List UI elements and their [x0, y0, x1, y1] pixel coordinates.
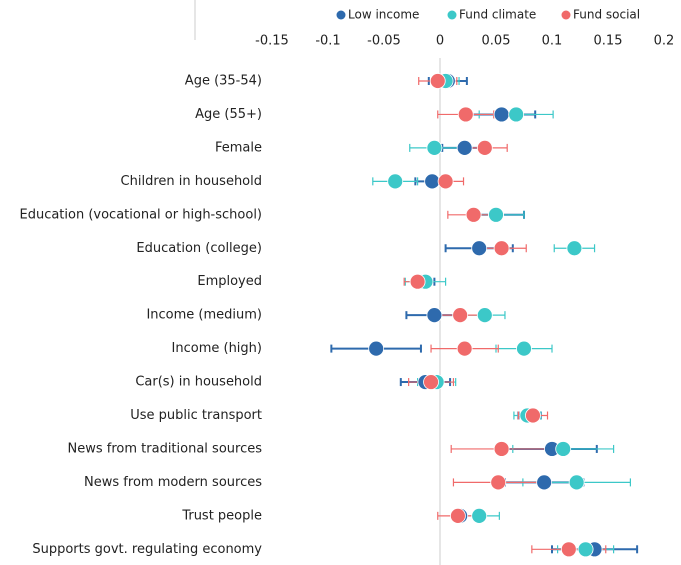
category-label: News from traditional sources — [68, 441, 263, 456]
legend-label: Fund social — [573, 8, 640, 22]
dot — [566, 240, 583, 257]
x-tick-label: -0.15 — [255, 34, 289, 49]
x-tick-label: -0.05 — [367, 34, 401, 49]
dot — [456, 139, 473, 156]
category-label: Trust people — [181, 508, 262, 523]
category-label: Employed — [197, 274, 262, 289]
category-label: Income (medium) — [146, 308, 262, 323]
category-label: Education (vocational or high-school) — [19, 207, 262, 222]
category-label: Income (high) — [172, 341, 262, 356]
category-label: Use public transport — [130, 408, 262, 423]
x-tick-label: 0.2 — [654, 34, 675, 49]
dot — [429, 73, 446, 89]
dot — [471, 507, 488, 524]
x-tick-label: 0.15 — [594, 34, 623, 49]
dot — [426, 139, 443, 156]
dot — [426, 307, 443, 324]
dot — [465, 206, 482, 223]
category-label: Age (35-54) — [185, 74, 262, 89]
dot — [452, 307, 469, 324]
legend-label: Low income — [348, 8, 419, 22]
dot — [577, 541, 594, 558]
category-label: Female — [215, 140, 262, 155]
dot — [490, 474, 507, 491]
x-tick-label: 0.1 — [542, 34, 563, 49]
legend-marker — [561, 10, 571, 20]
dot — [457, 106, 474, 123]
dot — [493, 106, 510, 123]
legend-label: Fund climate — [459, 8, 536, 22]
dot — [493, 441, 510, 457]
dot — [516, 340, 532, 357]
dot — [476, 139, 493, 156]
dot — [437, 173, 454, 190]
dot — [456, 340, 473, 357]
dot — [493, 240, 510, 257]
dot — [488, 206, 504, 223]
legend-marker — [336, 10, 346, 20]
legend-marker — [447, 10, 457, 20]
dot — [409, 273, 426, 290]
x-tick-label: -0.1 — [315, 34, 340, 49]
x-tick-label: 0 — [436, 34, 444, 49]
dot — [387, 173, 404, 190]
dot — [525, 407, 541, 424]
dot — [471, 240, 488, 257]
dot — [450, 507, 466, 524]
dot — [476, 307, 493, 324]
dot — [568, 474, 585, 491]
dot — [555, 441, 572, 457]
category-label: News from modern sources — [84, 475, 262, 490]
dot — [508, 106, 525, 123]
category-label: Children in household — [121, 174, 262, 189]
dot — [536, 474, 553, 491]
category-label: Supports govt. regulating economy — [32, 542, 262, 557]
category-label: Age (55+) — [195, 107, 262, 122]
category-label: Education (college) — [136, 241, 262, 256]
x-tick-label: 0.05 — [482, 34, 511, 49]
dot — [424, 173, 441, 190]
category-label: Car(s) in household — [135, 375, 262, 390]
dot — [560, 541, 577, 558]
dot — [368, 340, 385, 357]
dot — [423, 374, 439, 390]
